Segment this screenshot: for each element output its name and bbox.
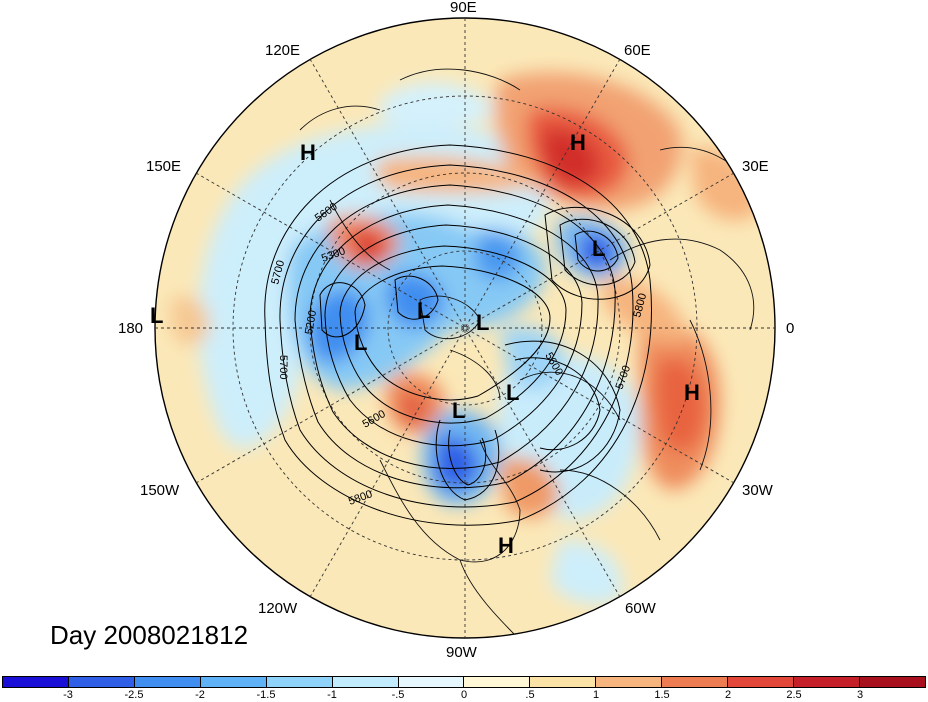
lon-label-0: 0 [786,320,795,337]
colorbar [2,676,926,688]
lon-label-180: 180 [118,320,144,337]
colorbar-tick-label: 2 [724,689,732,701]
high-pressure-marker: H [684,380,700,405]
colorbar-tick-label: -.5 [391,689,405,701]
low-pressure-marker: L [592,236,605,261]
colorbar-segment [134,677,201,687]
graticule [155,18,775,638]
height-contours [264,144,652,526]
colorbar-tick-label: .5 [525,689,535,701]
colorbar-segment [662,677,729,687]
colorbar-tick-label: 1 [592,689,600,701]
low-pressure-marker: L [354,330,367,355]
lon-label-60e: 60E [624,42,651,59]
coastlines [299,68,761,638]
colorbar-segment [464,677,531,687]
colorbar-segment [859,677,925,687]
colorbar-tick-label: 1.5 [654,689,670,701]
colorbar-tick-label: 0 [460,689,468,701]
lon-label-90e: 90E [450,0,477,16]
high-pressure-marker: H [300,140,316,165]
colorbar-tick-label: -2.5 [124,689,144,701]
lon-label-90w: 90W [446,644,477,661]
pressure-centers: H H L L L L L L L H H [150,130,700,558]
colorbar-segment [728,677,795,687]
lon-label-150w: 150W [140,482,180,499]
lon-label-60w: 60W [625,600,656,617]
colorbar-segment [530,677,597,687]
colorbar-segment [3,677,69,687]
lon-label-30w: 30W [742,482,773,499]
low-pressure-marker: L [417,298,430,323]
lon-label-120e: 120E [265,42,301,59]
colorbar-tick-label: 3 [856,689,864,701]
lon-label-120w: 120W [258,600,298,617]
colorbar-tick-label: -1 [327,689,337,701]
colorbar-segment [266,677,333,687]
high-pressure-marker: H [498,533,514,558]
colorbar-tick-label: -3 [63,689,73,701]
contour-label: 5700 [277,355,289,379]
contour-label: 5200 [303,309,319,335]
colorbar-segment [68,677,135,687]
colorbar-segment [398,677,465,687]
lon-label-150e: 150E [146,158,182,175]
low-pressure-marker: L [476,310,489,335]
colorbar-segment [596,677,663,687]
colorbar-segment [332,677,399,687]
colorbar-segment [200,677,267,687]
high-pressure-marker: H [570,130,586,155]
low-pressure-marker: L [150,303,163,328]
colorbar-segment [794,677,860,687]
lon-label-30e: 30E [742,158,769,175]
low-pressure-marker: L [506,380,519,405]
day-title: Day 2008021812 [50,620,249,650]
colorbar-tick-label: 2.5 [786,689,802,701]
low-pressure-marker: L [452,398,465,423]
colorbar-tick-label: -1.5 [256,689,276,701]
colorbar-tick-label: -2 [195,689,205,701]
